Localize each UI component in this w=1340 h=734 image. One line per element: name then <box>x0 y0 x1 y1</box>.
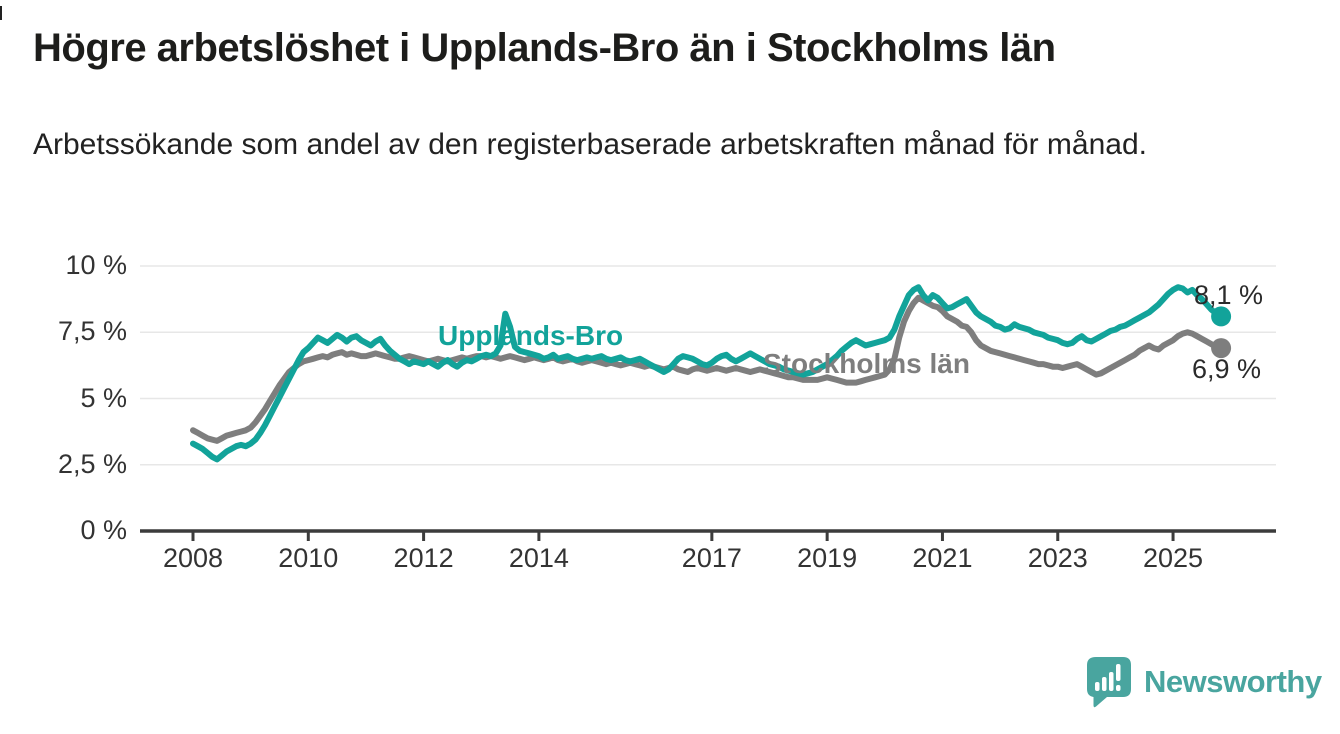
x-axis <box>140 529 1276 541</box>
newsworthy-logo[interactable]: Newsworthy <box>1086 656 1322 708</box>
stockholms-lan-end-dot <box>1211 338 1232 359</box>
page-subtitle: Arbetssökande som andel av den registerb… <box>33 128 1147 161</box>
latest-value-stockholms-lan: 6,9 % <box>1192 354 1262 384</box>
x-tick-label: 2023 <box>1027 543 1088 573</box>
x-tick-label: 2017 <box>681 543 742 573</box>
newsworthy-logo-text: Newsworthy <box>1144 664 1322 699</box>
gridlines <box>140 265 1276 466</box>
x-tick-label: 2008 <box>162 543 224 573</box>
page-title: Högre arbetslöshet i Upplands-Bro än i S… <box>33 26 1056 70</box>
upplands-bro-end-dot <box>1211 306 1232 327</box>
screen-edge-artifact <box>0 6 2 20</box>
x-tick-label: 2019 <box>797 543 858 573</box>
series-label-stockholms-lan: Stockholms län <box>763 348 970 379</box>
bar-chart-speech-bubble-icon <box>1087 657 1131 708</box>
x-tick-label: 2010 <box>278 543 339 573</box>
y-tick-label: 5 % <box>80 382 127 413</box>
y-tick-label: 2,5 % <box>57 448 127 479</box>
y-tick-label: 0 % <box>80 515 127 545</box>
latest-value-upplands-bro: 8,1 % <box>1194 280 1264 310</box>
x-tick-label: 2014 <box>508 543 569 573</box>
x-tick-label: 2021 <box>912 543 973 573</box>
series-label-upplands-bro: Upplands-Bro <box>438 320 624 351</box>
y-tick-label: 10 % <box>65 250 127 280</box>
y-tick-label: 7,5 % <box>57 316 127 347</box>
upplands-bro-line <box>190 284 1225 463</box>
x-tick-label: 2025 <box>1143 543 1204 573</box>
x-tick-label: 2012 <box>393 543 454 573</box>
stockholms-lan-line <box>190 294 1225 444</box>
